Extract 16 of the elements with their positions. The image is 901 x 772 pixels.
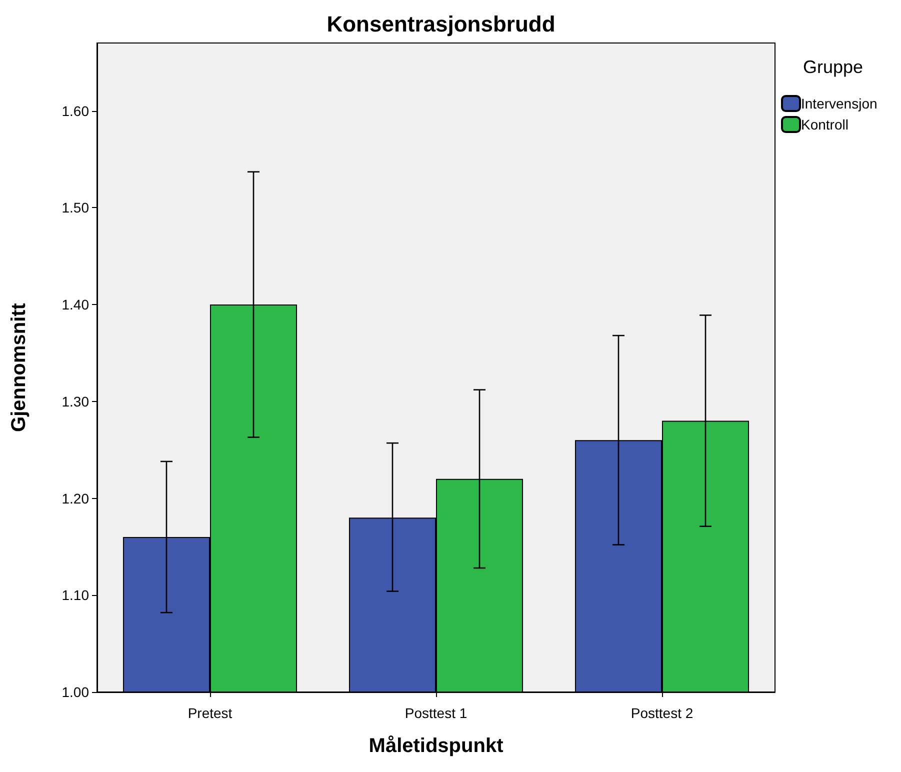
legend-label: Intervensjon bbox=[801, 96, 878, 112]
x-tick-label: Posttest 2 bbox=[630, 705, 694, 721]
y-tick-label: 1.60 bbox=[62, 102, 90, 119]
x-axis-title: Måletidspunkt bbox=[368, 735, 504, 757]
chart-title: Konsentrasjonsbrudd bbox=[326, 12, 556, 36]
y-axis-title: Gjennomsnitt bbox=[8, 302, 30, 432]
y-tick-label: 1.40 bbox=[62, 296, 90, 313]
y-tick-label: 1.30 bbox=[62, 393, 90, 410]
y-tick-label: 1.20 bbox=[62, 490, 90, 506]
x-tick-label: Pretest bbox=[188, 705, 232, 721]
x-tick-label: Posttest 1 bbox=[404, 705, 468, 721]
legend-title: Gruppe bbox=[803, 57, 864, 77]
y-tick-label: 1.50 bbox=[62, 200, 90, 216]
legend-label: Kontroll bbox=[801, 116, 848, 132]
y-tick-label: 1.10 bbox=[62, 587, 90, 604]
y-tick-label: 1.00 bbox=[62, 684, 90, 700]
